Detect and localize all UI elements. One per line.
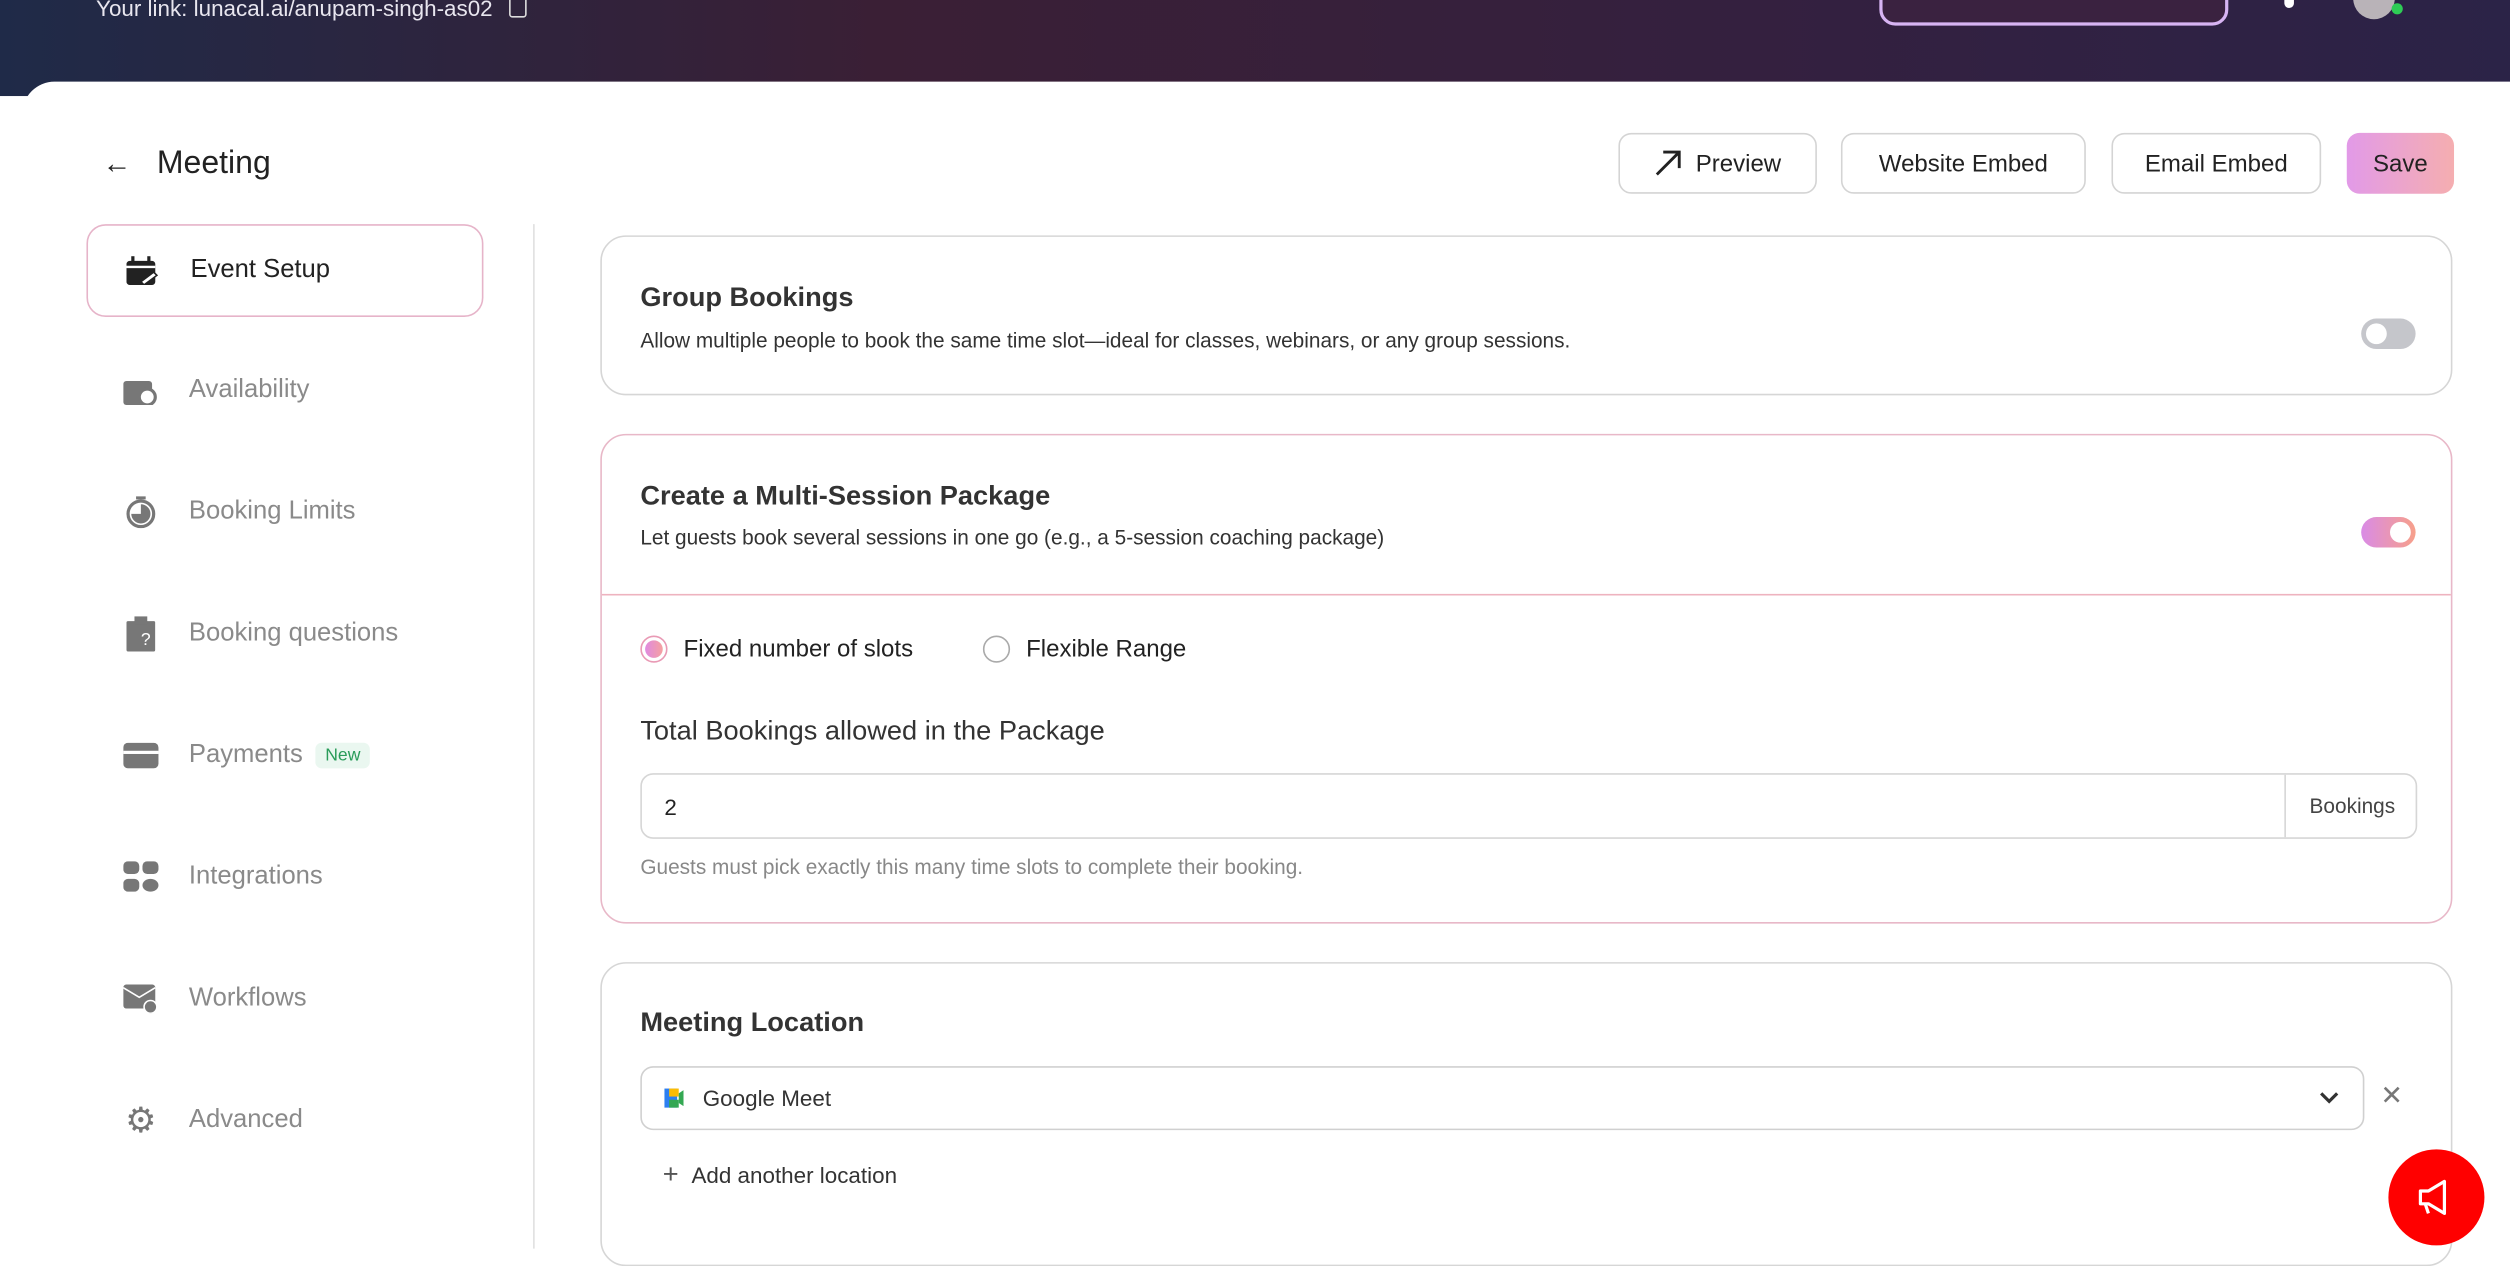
sidebar-item-integrations[interactable]: Integrations xyxy=(86,831,483,924)
total-bookings-help: Guests must pick exactly this many time … xyxy=(640,854,1304,879)
new-badge: New xyxy=(315,742,371,769)
sidebar-item-payments[interactable]: Payments New xyxy=(86,709,483,802)
group-bookings-title: Group Bookings xyxy=(640,281,854,313)
remove-location-icon[interactable]: ✕ xyxy=(2380,1080,2404,1111)
gear-icon: ⚙ xyxy=(125,1099,157,1140)
total-bookings-input[interactable]: 2 Bookings xyxy=(640,773,2418,839)
email-embed-button[interactable]: Email Embed xyxy=(2111,132,2322,194)
meeting-location-card: Meeting Location Google Meet ✕ + Add ano… xyxy=(600,962,2453,1266)
website-embed-button[interactable]: Website Embed xyxy=(1840,132,2086,194)
sidebar-divider xyxy=(533,224,535,1249)
card-divider xyxy=(601,593,2451,596)
page-title: Meeting xyxy=(156,145,271,181)
multi-session-description: Let guests book several sessions in one … xyxy=(640,525,1385,550)
preview-button[interactable]: Preview xyxy=(1618,132,1817,194)
meeting-location-title: Meeting Location xyxy=(640,1006,865,1038)
sidebar-item-workflows[interactable]: Workflows xyxy=(86,952,483,1045)
calendar-edit-icon xyxy=(125,253,160,288)
sidebar-item-availability[interactable]: Availability xyxy=(86,344,483,437)
notification-icon[interactable] xyxy=(2284,0,2294,9)
group-bookings-toggle[interactable] xyxy=(2361,318,2416,349)
credit-card-icon xyxy=(123,738,159,773)
megaphone-icon xyxy=(2418,1179,2447,1216)
multi-session-card: Create a Multi-Session Package Let guest… xyxy=(600,433,2453,924)
online-status-dot xyxy=(2391,3,2403,15)
radio-flexible-range[interactable]: Flexible Range xyxy=(982,635,1186,663)
group-bookings-card: Group Bookings Allow multiple people to … xyxy=(600,235,2453,396)
save-button[interactable]: Save xyxy=(2346,132,2455,194)
sidebar-item-event-setup[interactable]: Event Setup xyxy=(86,224,484,317)
multi-session-title: Create a Multi-Session Package xyxy=(640,480,1051,511)
sidebar-item-booking-questions[interactable]: ? Booking questions xyxy=(86,587,483,680)
location-select[interactable]: Google Meet xyxy=(640,1066,2365,1131)
google-meet-icon xyxy=(664,1088,684,1108)
calendar-clock-icon xyxy=(123,373,158,408)
mail-bell-icon xyxy=(123,981,158,1016)
chevron-down-icon xyxy=(2320,1092,2339,1104)
svg-text:?: ? xyxy=(141,629,151,649)
radio-fixed-slots[interactable]: Fixed number of slots xyxy=(640,635,913,663)
sidebar-item-booking-limits[interactable]: Booking Limits xyxy=(86,466,483,559)
group-bookings-description: Allow multiple people to book the same t… xyxy=(640,328,1571,353)
plus-icon: + xyxy=(662,1158,679,1190)
multi-session-toggle[interactable] xyxy=(2361,517,2416,548)
booking-link[interactable]: Your link: lunacal.ai/anupam-singh-as02 xyxy=(96,0,527,21)
add-location-button[interactable]: + Add another location xyxy=(662,1158,898,1190)
total-bookings-label: Total Bookings allowed in the Package xyxy=(640,715,1105,746)
avatar[interactable] xyxy=(2353,0,2395,20)
top-action-button[interactable] xyxy=(1879,0,2229,26)
clipboard-question-icon: ? xyxy=(123,616,158,652)
radio-unselected[interactable] xyxy=(982,635,1011,663)
announcement-fab[interactable] xyxy=(2388,1149,2485,1246)
grid-icon xyxy=(123,860,159,895)
arrow-left-icon[interactable]: ← xyxy=(102,147,132,180)
timer-icon xyxy=(123,495,158,530)
radio-selected[interactable] xyxy=(640,635,668,663)
copy-icon[interactable] xyxy=(508,0,527,18)
arrow-up-right-icon xyxy=(1656,150,1682,176)
sidebar-item-advanced[interactable]: ⚙ Advanced xyxy=(125,1099,303,1140)
bookings-suffix: Bookings xyxy=(2284,774,2418,838)
